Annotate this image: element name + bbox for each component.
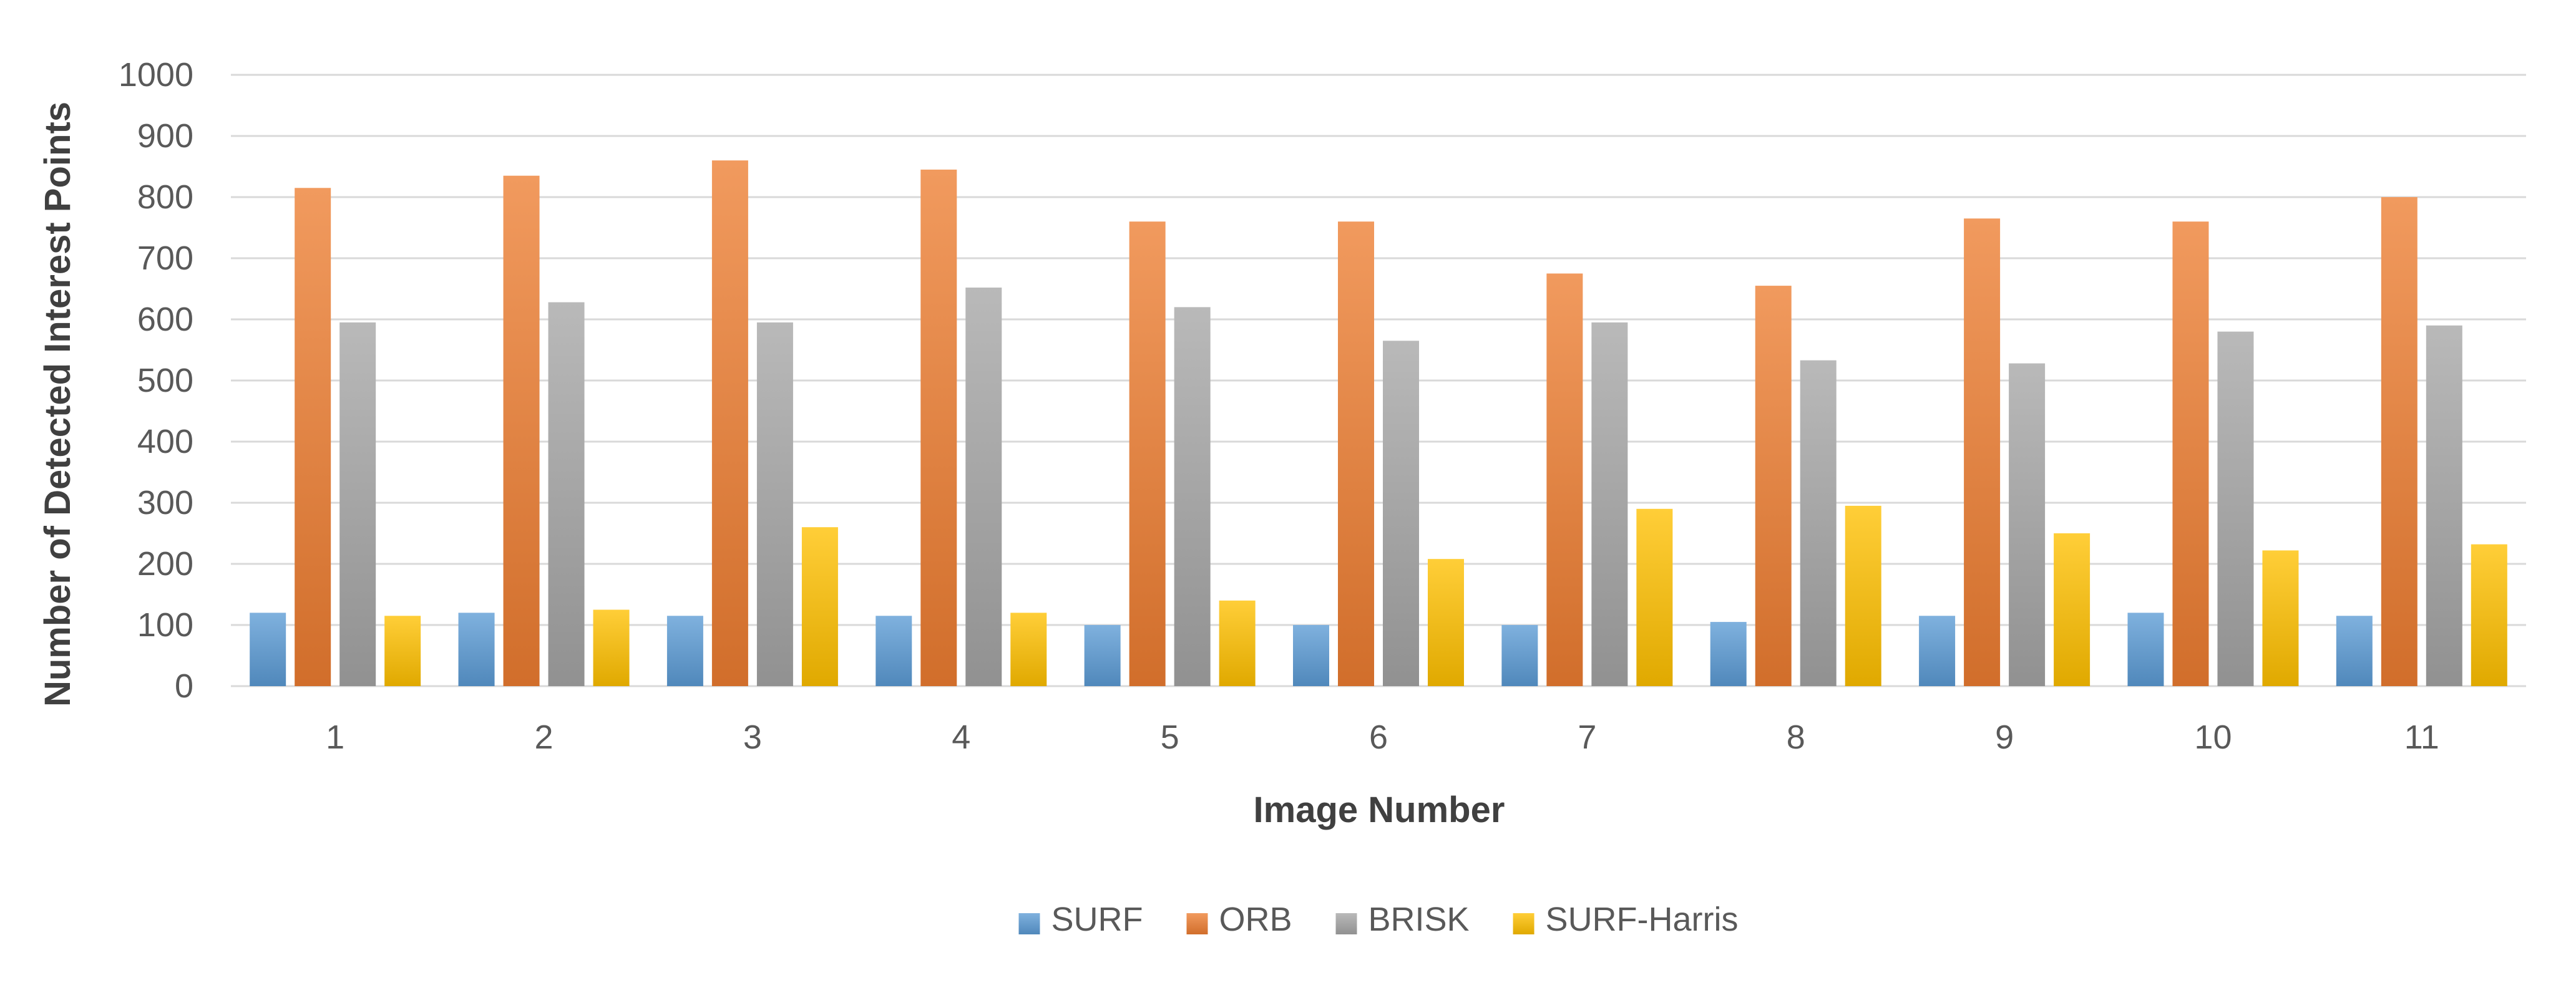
x-tick-label: 11 xyxy=(2404,719,2439,756)
bar-brisk-8 xyxy=(1800,360,1837,686)
bar-brisk-6 xyxy=(1383,341,1419,686)
y-tick-label: 100 xyxy=(137,606,193,644)
bar-surf-harris-4 xyxy=(1010,613,1047,686)
bar-brisk-7 xyxy=(1591,322,1628,686)
bar-surf-harris-1 xyxy=(384,616,421,686)
bar-surf-6 xyxy=(1293,625,1329,686)
y-tick-label: 500 xyxy=(137,362,193,399)
legend-swatch xyxy=(1018,913,1040,934)
bar-brisk-4 xyxy=(965,288,1002,686)
y-axis-title: Number of Detected Interest Points xyxy=(37,102,78,707)
bar-surf-harris-9 xyxy=(2054,533,2091,686)
legend-label: ORB xyxy=(1219,901,1292,938)
x-tick-label: 4 xyxy=(952,719,970,756)
bar-orb-8 xyxy=(1755,286,1792,687)
legend: SURF ORB BRISK SURF-Harris xyxy=(1018,901,1739,938)
bar-surf-5 xyxy=(1084,625,1121,686)
legend-swatch xyxy=(1186,913,1208,934)
bar-orb-7 xyxy=(1546,273,1583,686)
x-tick-label: 1 xyxy=(326,719,344,756)
bar-brisk-9 xyxy=(2009,363,2046,686)
bar-surf-harris-8 xyxy=(1845,505,1881,686)
y-tick-label: 800 xyxy=(137,178,193,216)
y-tick-label: 700 xyxy=(137,240,193,277)
bar-orb-11 xyxy=(2381,197,2417,686)
y-tick-label: 400 xyxy=(137,423,193,460)
bar-orb-6 xyxy=(1338,221,1374,686)
bar-surf-8 xyxy=(1710,622,1747,686)
bar-surf-11 xyxy=(2336,616,2373,686)
bar-surf-9 xyxy=(1919,616,1956,686)
legend-item-surf: SURF xyxy=(1018,901,1143,938)
y-tick-label: 300 xyxy=(137,484,193,521)
x-tick-label: 6 xyxy=(1369,719,1388,756)
bar-surf-harris-2 xyxy=(593,609,630,686)
bar-surf-harris-3 xyxy=(801,527,838,686)
bar-orb-3 xyxy=(711,160,748,686)
bar-surf-2 xyxy=(458,613,495,686)
bars xyxy=(250,160,2507,687)
legend-item-orb: ORB xyxy=(1186,901,1292,938)
bar-orb-10 xyxy=(2172,221,2209,686)
y-tick-label: 0 xyxy=(175,667,193,705)
x-tick-label: 10 xyxy=(2194,719,2232,756)
legend-swatch xyxy=(1513,913,1534,934)
x-tick-label: 5 xyxy=(1161,719,1179,756)
bar-surf-3 xyxy=(666,616,703,686)
bar-brisk-11 xyxy=(2426,325,2462,686)
legend-swatch xyxy=(1335,913,1357,934)
legend-label: BRISK xyxy=(1368,901,1469,938)
bar-surf-7 xyxy=(1501,625,1538,686)
bar-surf-10 xyxy=(2127,613,2164,686)
bar-surf-1 xyxy=(250,613,286,686)
bar-surf-harris-5 xyxy=(1219,600,1256,686)
bar-orb-9 xyxy=(1964,218,2001,686)
x-tick-label: 2 xyxy=(535,719,554,756)
x-tick-label: 8 xyxy=(1787,719,1805,756)
x-axis-title: Image Number xyxy=(1254,790,1505,830)
bar-surf-harris-7 xyxy=(1636,508,1673,686)
x-axis-ticks: 1 2 3 4 5 6 7 8 9 10 11 xyxy=(326,719,2439,756)
y-tick-label: 1000 xyxy=(119,56,193,94)
x-tick-label: 7 xyxy=(1578,719,1596,756)
bar-surf-harris-10 xyxy=(2262,550,2299,686)
x-tick-label: 3 xyxy=(743,719,762,756)
y-axis-ticks: 0 100 200 300 400 500 600 700 800 900 1000 xyxy=(119,56,193,705)
bar-brisk-3 xyxy=(756,322,793,686)
bar-brisk-2 xyxy=(548,302,585,686)
legend-item-surf-harris: SURF-Harris xyxy=(1513,901,1739,938)
bar-surf-harris-11 xyxy=(2471,544,2507,686)
bar-orb-4 xyxy=(920,169,957,686)
bar-orb-5 xyxy=(1129,221,1166,686)
legend-label: SURF-Harris xyxy=(1546,901,1739,938)
bar-orb-2 xyxy=(503,175,540,686)
bar-brisk-5 xyxy=(1174,307,1211,686)
legend-label: SURF xyxy=(1051,901,1143,938)
y-tick-label: 900 xyxy=(137,117,193,155)
bar-brisk-1 xyxy=(339,322,376,686)
bar-orb-1 xyxy=(295,188,331,686)
legend-item-brisk: BRISK xyxy=(1335,901,1470,938)
y-tick-label: 600 xyxy=(137,301,193,338)
bar-brisk-10 xyxy=(2217,331,2254,686)
x-tick-label: 9 xyxy=(1995,719,2014,756)
bar-surf-harris-6 xyxy=(1428,559,1464,686)
bar-surf-4 xyxy=(876,616,912,686)
y-tick-label: 200 xyxy=(137,545,193,583)
